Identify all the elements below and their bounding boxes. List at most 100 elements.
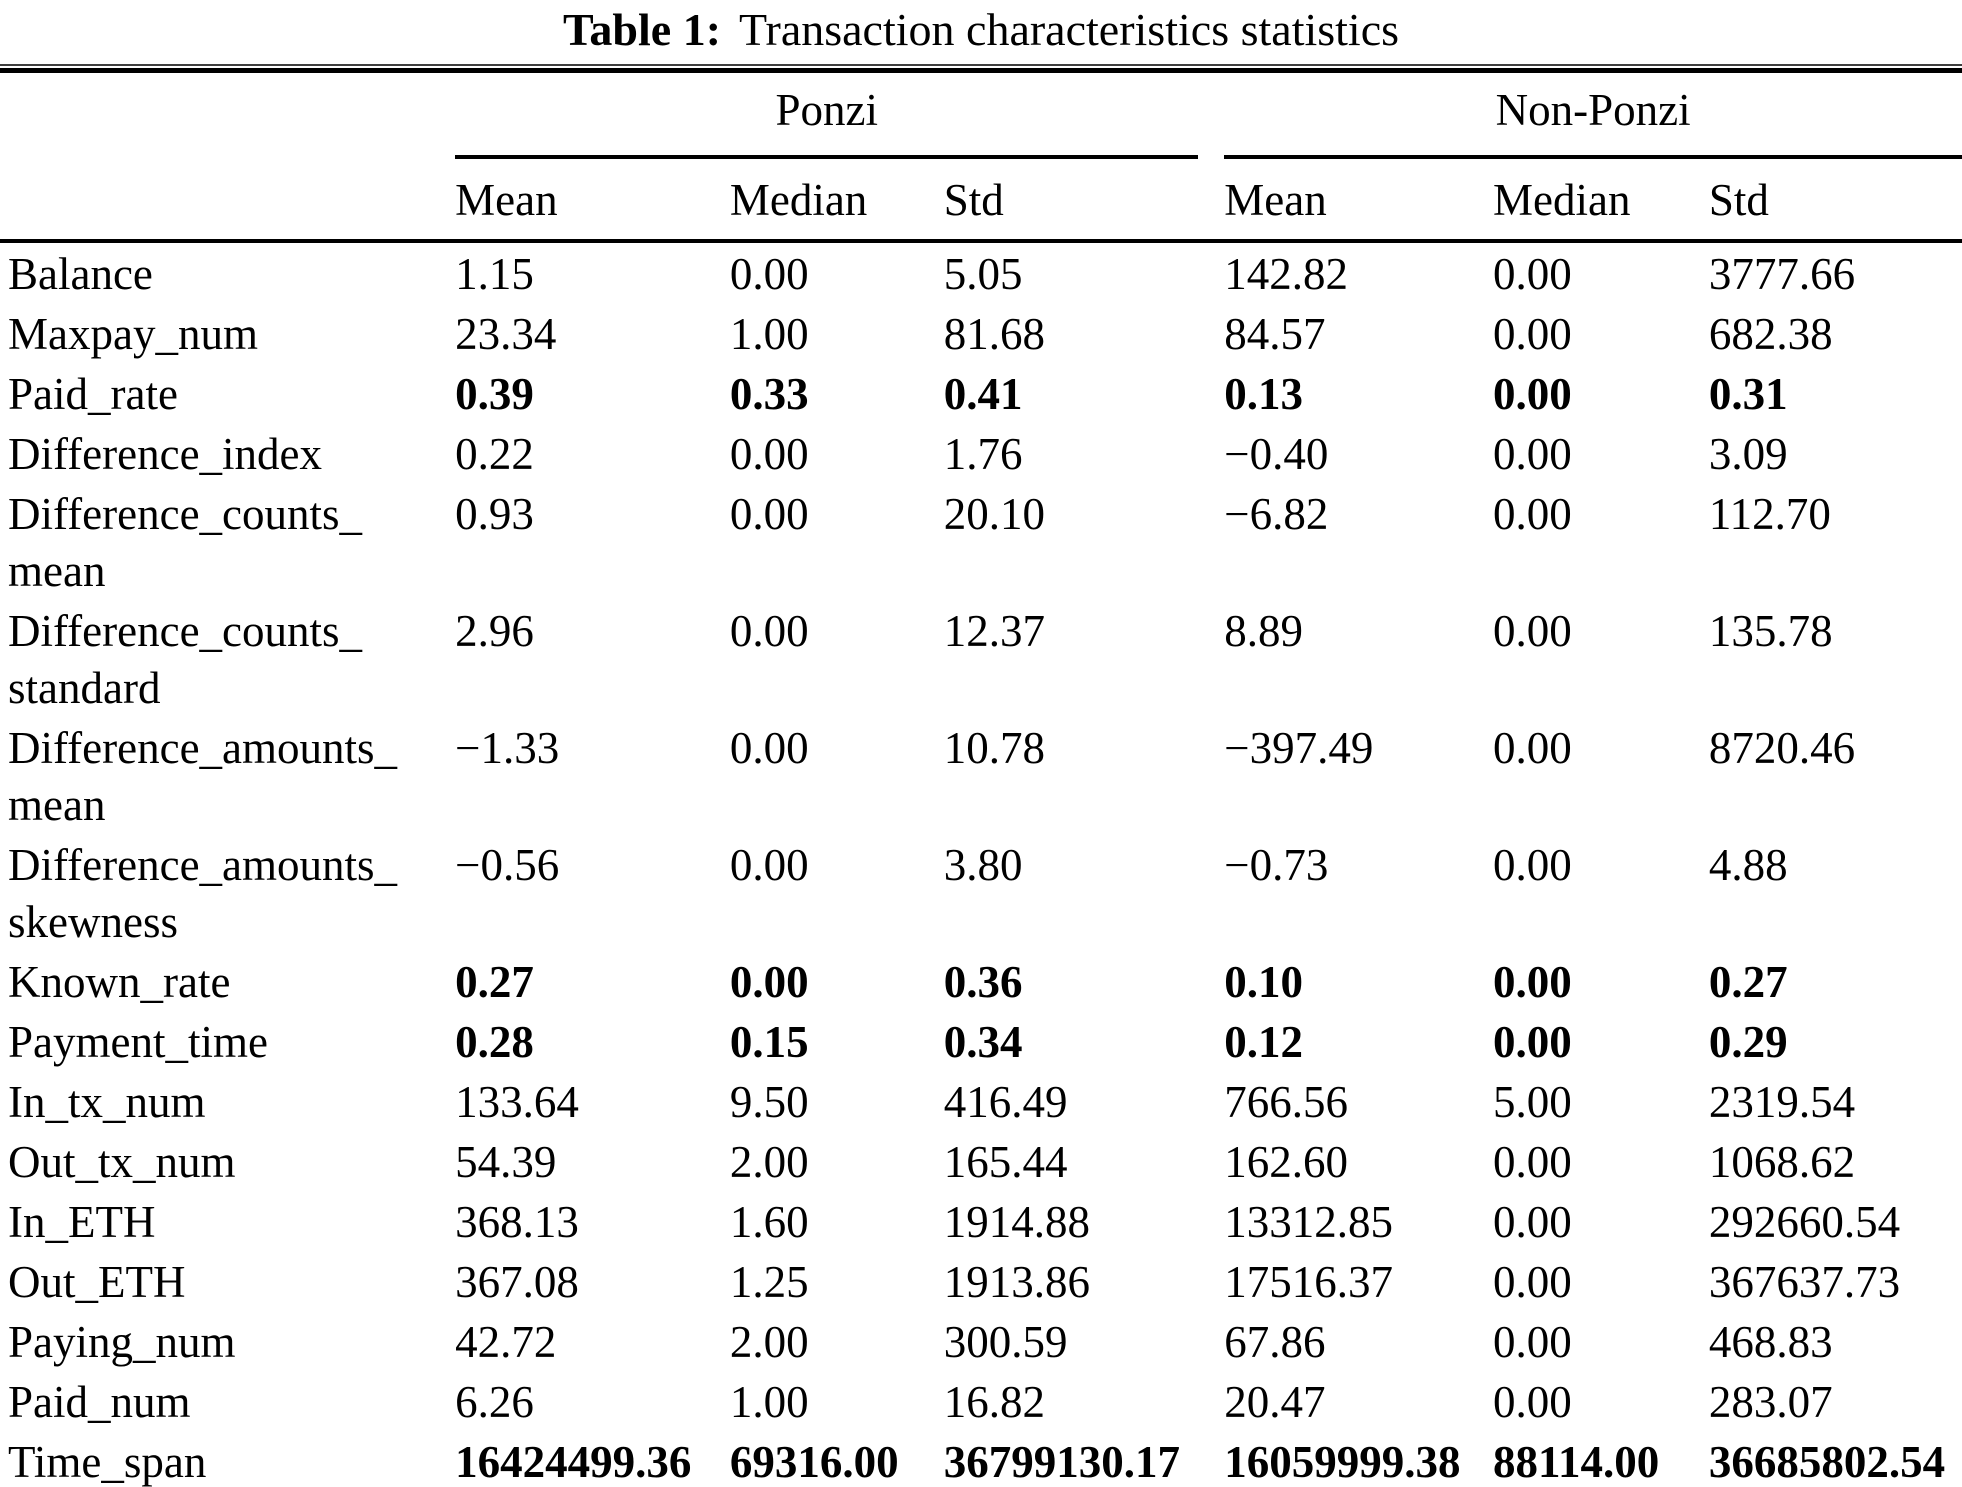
table-caption-number: Table 1: bbox=[562, 4, 722, 55]
cell-value: 135.78 bbox=[1708, 606, 1833, 656]
cell-value: 36799130.17 bbox=[943, 1437, 1180, 1487]
row-label: Out_tx_num bbox=[8, 1137, 236, 1187]
cell-value: 0.00 bbox=[1493, 1317, 1572, 1367]
cell-value: 88114.00 bbox=[1493, 1437, 1660, 1487]
cell-value: 36685802.54 bbox=[1708, 1437, 1946, 1487]
cell-value: 1.25 bbox=[729, 1257, 809, 1307]
cell-value: 3.09 bbox=[1708, 429, 1788, 479]
cell-value: 0.93 bbox=[455, 489, 534, 539]
table-row: Maxpay_num 23.34 1.00 81.68 84.57 0.00 6… bbox=[0, 303, 1962, 363]
cell-value: 0.00 bbox=[1493, 840, 1572, 890]
row-label: Paid_rate bbox=[8, 369, 178, 419]
cell-value: 13312.85 bbox=[1224, 1197, 1393, 1247]
cell-value: 0.12 bbox=[1224, 1017, 1303, 1067]
cell-value: 0.41 bbox=[943, 369, 1023, 419]
col-header-nonponzi-median: Median bbox=[1493, 159, 1709, 243]
cell-value: 4.88 bbox=[1708, 840, 1788, 890]
cell-value: 17516.37 bbox=[1224, 1257, 1393, 1307]
cell-value: 133.64 bbox=[455, 1077, 579, 1127]
row-label: Difference_counts_ standard bbox=[8, 606, 363, 713]
cell-value: 23.34 bbox=[455, 309, 557, 359]
table-row: Difference_index 0.22 0.00 1.76 −0.40 0.… bbox=[0, 423, 1962, 483]
cell-value: 468.83 bbox=[1708, 1317, 1833, 1367]
cell-value: 1068.62 bbox=[1708, 1137, 1856, 1187]
table-row: Difference_amounts_ mean −1.33 0.00 10.7… bbox=[0, 717, 1962, 834]
row-label: Paying_num bbox=[8, 1317, 236, 1367]
cell-value: 1.00 bbox=[729, 1377, 809, 1427]
row-label: Maxpay_num bbox=[8, 309, 258, 359]
cell-value: 1.00 bbox=[729, 309, 809, 359]
cell-value: 0.00 bbox=[729, 957, 809, 1007]
table-row: In_ETH 368.13 1.60 1914.88 13312.85 0.00… bbox=[0, 1191, 1962, 1251]
cell-value: 8.89 bbox=[1224, 606, 1303, 656]
cell-value: 0.00 bbox=[1493, 369, 1572, 419]
row-label: Difference_amounts_ skewness bbox=[8, 840, 398, 947]
cell-value: 2.96 bbox=[455, 606, 534, 656]
empty-corner-cell bbox=[0, 73, 455, 159]
cell-value: 0.34 bbox=[943, 1017, 1023, 1067]
cell-value: 0.00 bbox=[729, 723, 809, 773]
cell-value: 292660.54 bbox=[1708, 1197, 1901, 1247]
cell-value: 0.29 bbox=[1708, 1017, 1788, 1067]
cell-value: 54.39 bbox=[455, 1137, 557, 1187]
cell-value: 5.05 bbox=[943, 249, 1023, 299]
cell-value: 0.00 bbox=[729, 489, 809, 539]
table-row: Paid_num 6.26 1.00 16.82 20.47 0.00 283.… bbox=[0, 1371, 1962, 1431]
cell-value: 0.00 bbox=[729, 249, 809, 299]
cell-value: 142.82 bbox=[1224, 249, 1348, 299]
cell-value: 0.00 bbox=[1493, 1377, 1572, 1427]
table-row: Payment_time 0.28 0.15 0.34 0.12 0.00 0.… bbox=[0, 1011, 1962, 1071]
cell-value: 0.15 bbox=[729, 1017, 809, 1067]
cell-value: 0.00 bbox=[1493, 723, 1572, 773]
cell-value: 2.00 bbox=[729, 1317, 809, 1367]
column-header-row: Mean Median Std Mean Median Std bbox=[0, 159, 1962, 243]
cell-value: 16424499.36 bbox=[455, 1437, 692, 1487]
cell-value: 67.86 bbox=[1224, 1317, 1326, 1367]
cell-value: 16059999.38 bbox=[1224, 1437, 1461, 1487]
row-label: Balance bbox=[8, 249, 153, 299]
cell-value: 0.36 bbox=[943, 957, 1023, 1007]
col-header-nonponzi-mean: Mean bbox=[1224, 159, 1494, 243]
cell-value: 162.60 bbox=[1224, 1137, 1348, 1187]
cell-value: 0.00 bbox=[729, 429, 809, 479]
cell-value: 367637.73 bbox=[1708, 1257, 1901, 1307]
row-label: Payment_time bbox=[8, 1017, 268, 1067]
table-row: Out_ETH 367.08 1.25 1913.86 17516.37 0.0… bbox=[0, 1251, 1962, 1311]
cell-value: 0.00 bbox=[729, 840, 809, 890]
cell-value: 0.00 bbox=[729, 606, 809, 656]
cell-value: 0.00 bbox=[1493, 1017, 1572, 1067]
cell-value: 0.22 bbox=[455, 429, 534, 479]
row-label: Time_span bbox=[8, 1437, 207, 1487]
cell-value: 3.80 bbox=[943, 840, 1023, 890]
cell-value: −397.49 bbox=[1224, 723, 1374, 773]
cell-value: 8720.46 bbox=[1708, 723, 1856, 773]
cell-value: 3777.66 bbox=[1708, 249, 1856, 299]
cell-value: 84.57 bbox=[1224, 309, 1326, 359]
cell-value: −0.40 bbox=[1224, 429, 1329, 479]
cell-value: 0.00 bbox=[1493, 1197, 1572, 1247]
cell-value: 165.44 bbox=[943, 1137, 1068, 1187]
group-header-non-ponzi-label: Non-Ponzi bbox=[1224, 85, 1962, 159]
cell-value: 0.27 bbox=[455, 957, 534, 1007]
row-label: In_ETH bbox=[8, 1197, 156, 1247]
cell-value: 16.82 bbox=[943, 1377, 1045, 1427]
table-row: Out_tx_num 54.39 2.00 165.44 162.60 0.00… bbox=[0, 1131, 1962, 1191]
cell-value: 0.00 bbox=[1493, 429, 1572, 479]
cell-value: −0.73 bbox=[1224, 840, 1329, 890]
table-row: Time_span 16424499.36 69316.00 36799130.… bbox=[0, 1431, 1962, 1487]
cell-value: 12.37 bbox=[943, 606, 1045, 656]
cell-value: 20.10 bbox=[943, 489, 1045, 539]
cell-value: 0.00 bbox=[1493, 309, 1572, 359]
cell-value: 1913.86 bbox=[943, 1257, 1090, 1307]
cell-value: 10.78 bbox=[943, 723, 1045, 773]
group-header-ponzi: Ponzi bbox=[455, 73, 1224, 159]
cell-value: 112.70 bbox=[1708, 489, 1831, 539]
cell-value: 368.13 bbox=[455, 1197, 579, 1247]
row-label: Known_rate bbox=[8, 957, 231, 1007]
cell-value: 0.27 bbox=[1708, 957, 1788, 1007]
cell-value: 0.31 bbox=[1708, 369, 1788, 419]
cell-value: 367.08 bbox=[455, 1257, 579, 1307]
group-header-non-ponzi: Non-Ponzi bbox=[1224, 73, 1962, 159]
column-group-header-row: Ponzi Non-Ponzi bbox=[0, 73, 1962, 159]
